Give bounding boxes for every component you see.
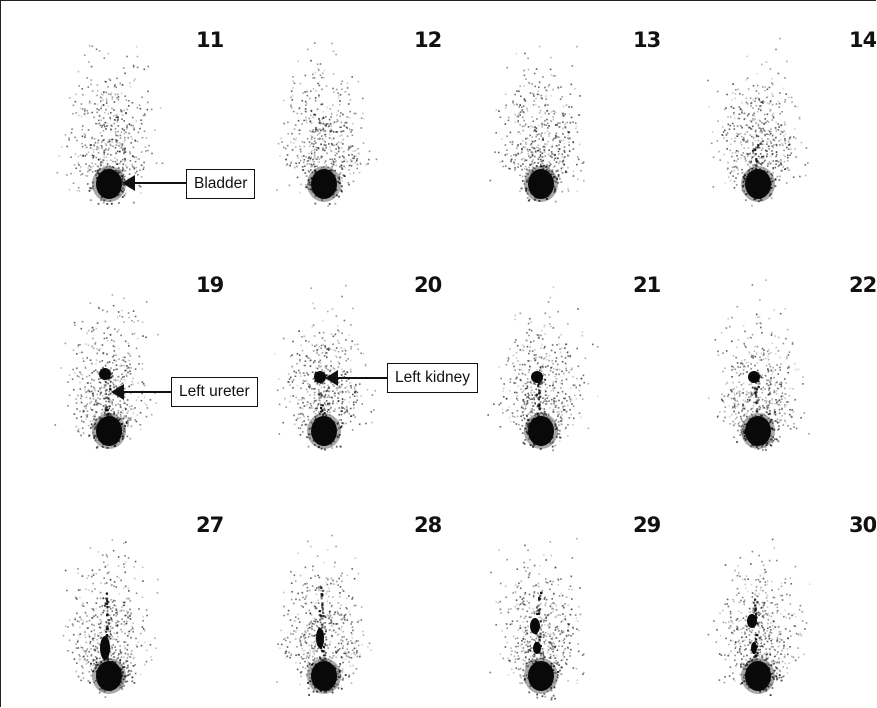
left-kidney-arrow <box>325 370 387 386</box>
frame-number: 19 <box>196 273 224 297</box>
frame-number: 13 <box>633 28 661 52</box>
left-ureter-label: Left ureter <box>171 377 258 407</box>
frame-number: 22 <box>849 273 876 297</box>
frame-number: 11 <box>196 28 224 52</box>
scan-frame <box>276 42 378 207</box>
scan-frame <box>274 284 376 451</box>
scan-frame <box>708 279 810 451</box>
scan-frame <box>56 45 164 205</box>
scan-frame <box>489 45 585 203</box>
scan-frame <box>707 37 809 207</box>
frame-number: 21 <box>633 273 661 297</box>
bladder-arrow <box>122 175 186 191</box>
frame-number: 30 <box>849 513 876 537</box>
left-ureter-arrow <box>111 384 171 400</box>
left-kidney-label: Left kidney <box>387 363 478 393</box>
frame-number: 20 <box>414 273 442 297</box>
scan-frame <box>276 534 372 696</box>
frame-number: 12 <box>414 28 442 52</box>
frame-number: 14 <box>849 28 876 52</box>
frame-number: 29 <box>633 513 661 537</box>
scan-frame <box>707 538 811 696</box>
frame-number: 27 <box>196 513 224 537</box>
scan-frame <box>489 537 585 701</box>
bladder-label: Bladder <box>186 169 256 199</box>
scan-frame <box>62 539 159 698</box>
scan-frame <box>54 294 159 449</box>
scan-frame <box>487 286 599 452</box>
frame-number: 28 <box>414 513 442 537</box>
